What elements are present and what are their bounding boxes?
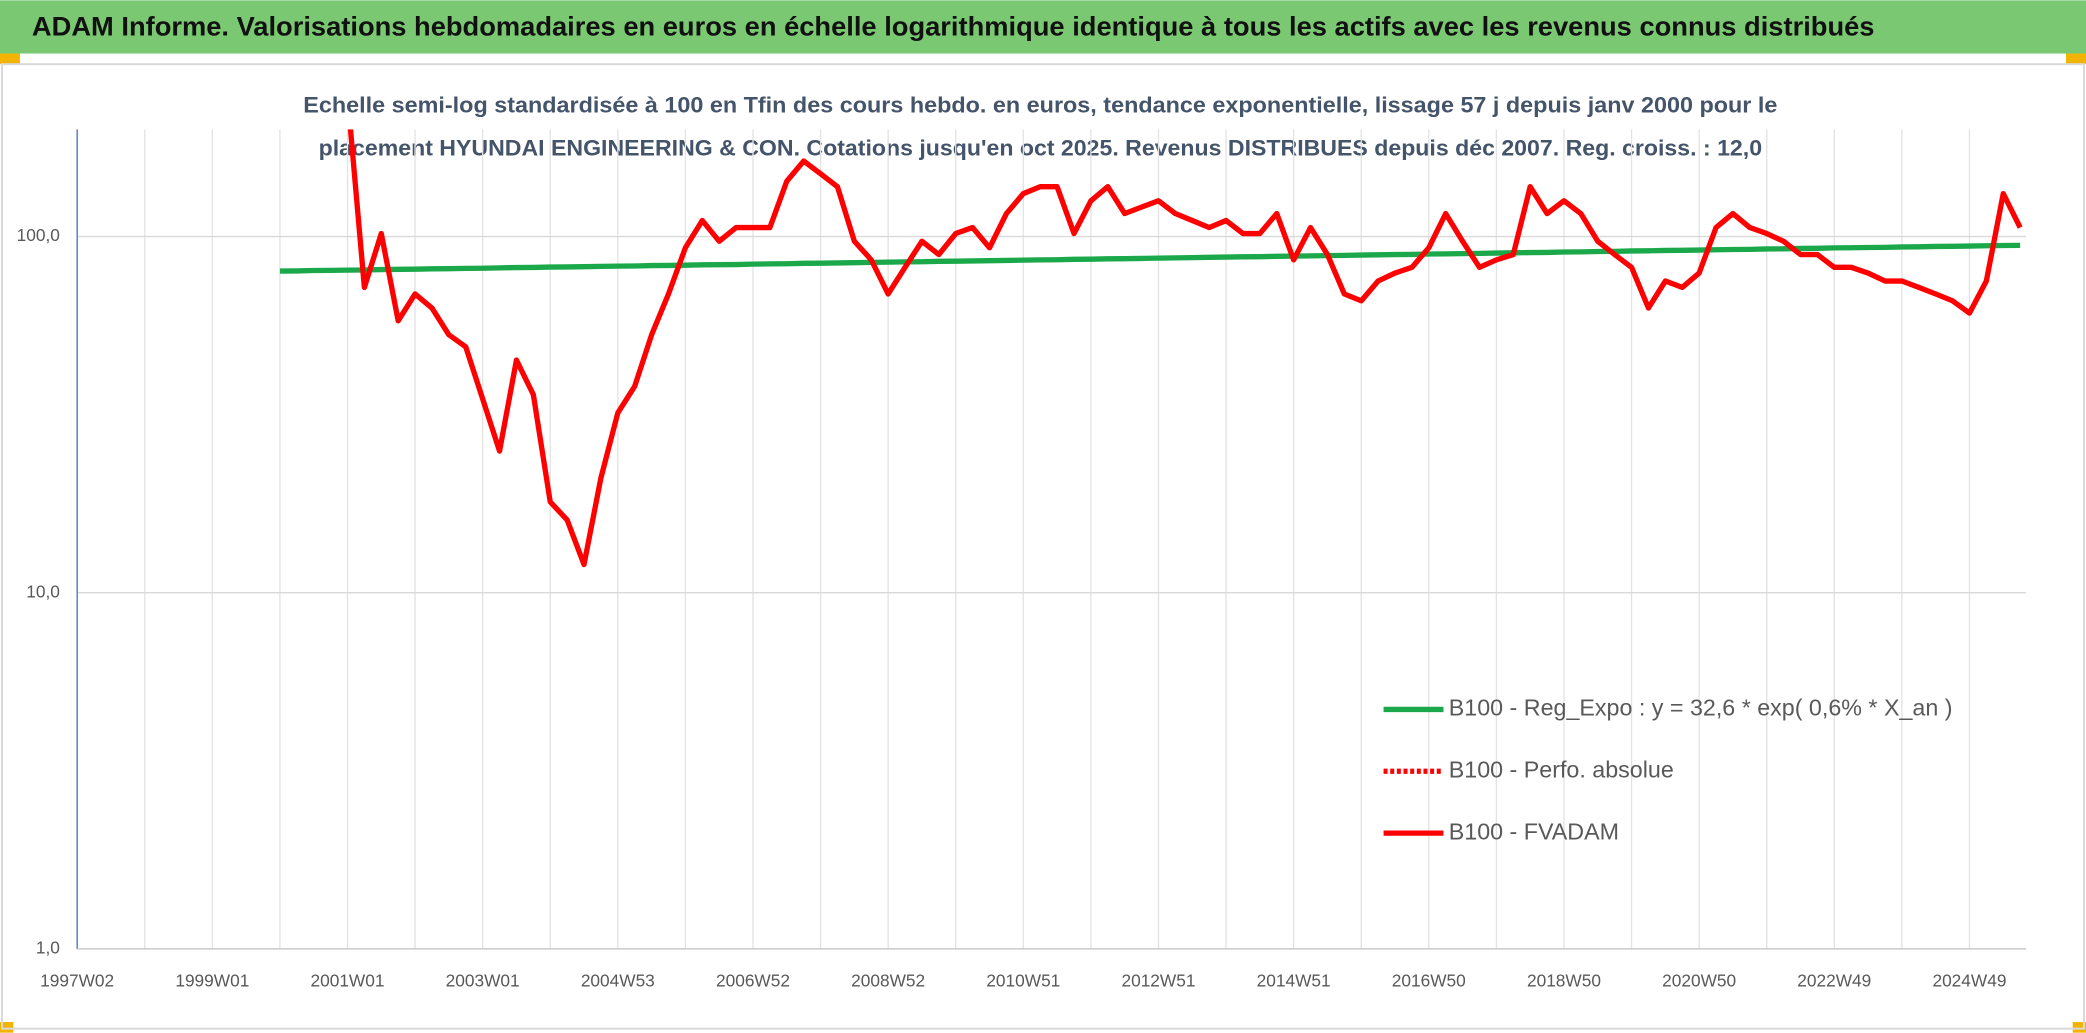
series-line: [279, 242, 2021, 274]
x-tick-label: 2016W50: [1392, 971, 1466, 991]
x-tick-label: 2014W51: [1257, 971, 1331, 991]
x-tick-label: 2001W01: [310, 971, 384, 991]
subtitle: Echelle semi-log standardisée à 100 en T…: [303, 93, 1777, 118]
header-title: ADAM Informe. Valorisations hebdomadaire…: [32, 10, 1875, 41]
x-tick-label: 2003W01: [446, 971, 520, 991]
corner: [2066, 53, 2086, 65]
y-tick-label: 100,0: [17, 225, 60, 245]
y-tick-label: 10,0: [26, 581, 60, 601]
subtitle: placement HYUNDAI ENGINEERING & CON. Cot…: [319, 135, 1762, 160]
header-bar: [0, 0, 2086, 54]
grid: 1,0 10,0 100,0 1997W02 1999W01 2001W01 2003W01…: [17, 129, 2027, 991]
corner: [0, 53, 20, 65]
x-tick-label: 2012W51: [1121, 971, 1195, 991]
frame: [0, 63, 2086, 1030]
x-tick-label: 2022W49: [1797, 971, 1871, 991]
x-tick-label: 2006W52: [716, 971, 790, 991]
x-tick-label: 1997W02: [40, 971, 114, 991]
x-tick-label: 2008W52: [851, 971, 925, 991]
x-tick-label: 2010W51: [986, 971, 1060, 991]
x-tick-label: 1999W01: [175, 971, 249, 991]
x-tick-label: 2018W50: [1527, 971, 1601, 991]
legend: B100 - Reg_Expo : y = 32,6 * exp( 0,6% *…: [1383, 695, 1953, 844]
legend-label: B100 - Perfo. absolue: [1449, 756, 1674, 782]
x-tick-label: 2004W53: [581, 971, 655, 991]
x-tick-label: 2024W49: [1932, 971, 2006, 991]
y-tick-label: 1,0: [36, 937, 60, 957]
plot-area: [279, 129, 2023, 568]
corner: [0, 1022, 14, 1033]
corner: [2072, 1022, 2086, 1033]
series-line: [347, 129, 2023, 568]
legend-label: B100 - FVADAM: [1449, 818, 1619, 844]
legend-label: B100 - Reg_Expo : y = 32,6 * exp( 0,6% *…: [1449, 695, 1953, 721]
x-tick-label: 2020W50: [1662, 971, 1736, 991]
